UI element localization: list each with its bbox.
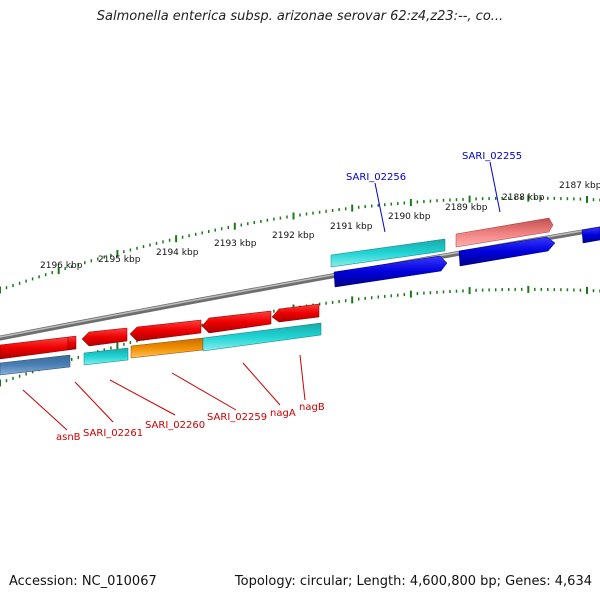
ruler-label: 2187 kbp xyxy=(559,181,600,191)
callout-line xyxy=(74,381,114,423)
callout-label: asnB xyxy=(56,432,81,443)
gene-sari-02259-teal[interactable] xyxy=(202,322,322,352)
gene-asnB-steel[interactable] xyxy=(0,354,71,376)
gene-sari-02259-red[interactable] xyxy=(201,310,272,334)
callout-line xyxy=(242,362,281,406)
callout-line xyxy=(109,379,176,416)
gene-sari-02261-teal[interactable] xyxy=(83,347,129,366)
callout-label: SARI_02259 xyxy=(207,412,267,423)
callout-label: SARI_02260 xyxy=(145,420,205,431)
callout-label: SARI_02261 xyxy=(83,428,143,439)
map-title: Salmonella enterica subsp. arizonae sero… xyxy=(96,9,504,24)
gene-forward-blue-1[interactable] xyxy=(333,255,448,288)
ruler-label: 2196 kbp xyxy=(40,261,83,271)
ruler-label: 2195 kbp xyxy=(98,255,141,265)
forward-strand xyxy=(330,217,600,288)
callout-line xyxy=(171,372,237,411)
ruler-label: 2194 kbp xyxy=(156,248,199,258)
callout-label: nagB xyxy=(299,402,325,413)
callout-line xyxy=(489,161,501,213)
ruler-label: 2190 kbp xyxy=(388,212,431,222)
gene-sari-02260-orange[interactable] xyxy=(130,337,204,359)
gene-red-small[interactable] xyxy=(67,335,77,351)
genome-summary-text: Topology: circular; Length: 4,600,800 bp… xyxy=(234,574,592,589)
accession-text: Accession: NC_010067 xyxy=(9,574,157,589)
outer-ruler xyxy=(0,194,600,294)
ruler-label: 2188 kbp xyxy=(502,193,545,203)
callout-label: SARI_02256 xyxy=(346,172,406,183)
ruler-labels: 2196 kbp 2195 kbp 2194 kbp 2193 kbp 2192… xyxy=(40,181,600,271)
gene-nag-red[interactable] xyxy=(271,303,320,323)
gene-sari-02255[interactable] xyxy=(455,217,554,248)
gene-forward-blue-2[interactable] xyxy=(458,236,556,267)
reverse-strand xyxy=(0,303,322,376)
ruler-label: 2189 kbp xyxy=(445,203,488,213)
callout-line xyxy=(299,354,306,401)
bottom-callouts: asnB SARI_02261 SARI_02260 SARI_02259 na… xyxy=(22,354,325,443)
gene-sari-02256[interactable] xyxy=(330,238,446,268)
callout-label: nagA xyxy=(270,408,296,419)
ruler-label: 2191 kbp xyxy=(330,222,373,232)
gene-sari-02261-red[interactable] xyxy=(81,327,128,347)
ruler-label: 2192 kbp xyxy=(272,231,315,241)
callout-label: SARI_02255 xyxy=(462,151,522,162)
top-callouts: SARI_02256 SARI_02255 xyxy=(346,151,522,233)
gene-asnB-red[interactable] xyxy=(0,336,69,360)
gene-sari-02260-red[interactable] xyxy=(129,319,202,342)
ruler-label: 2193 kbp xyxy=(214,239,257,249)
gene-forward-blue-3[interactable] xyxy=(581,226,600,244)
callout-line xyxy=(374,182,386,233)
callout-line xyxy=(22,389,68,431)
